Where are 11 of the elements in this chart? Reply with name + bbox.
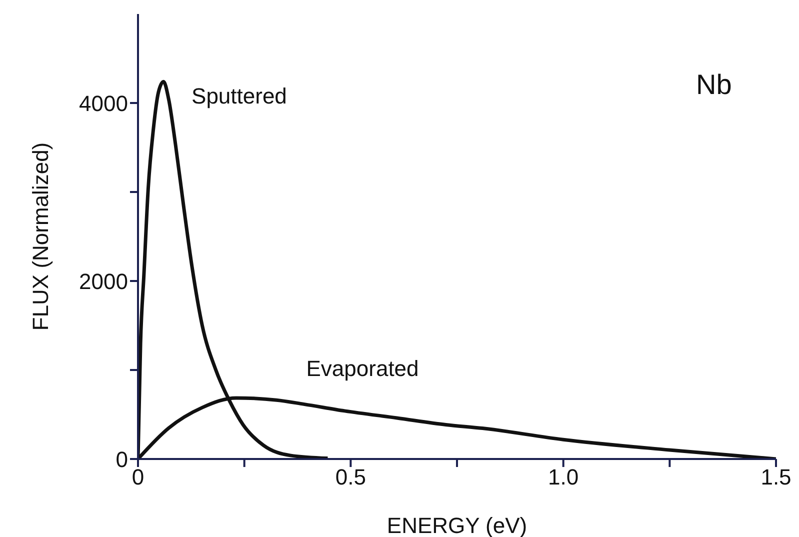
x-tick-label: 1.5: [760, 464, 792, 490]
annotation: Nb: [696, 69, 732, 100]
x-tick-label: 0.5: [335, 464, 366, 490]
y-tick-label: 4000: [79, 90, 128, 116]
y-axis-title: FLUX (Normalized): [28, 142, 53, 331]
x-tick-label: 0: [132, 464, 144, 490]
series-label: Sputtered: [192, 84, 287, 109]
y-tick-label: 2000: [79, 268, 128, 294]
text: 1.0: [548, 464, 579, 490]
series-label: Evaporated: [306, 356, 419, 381]
y-tick-label: 0: [116, 446, 128, 472]
